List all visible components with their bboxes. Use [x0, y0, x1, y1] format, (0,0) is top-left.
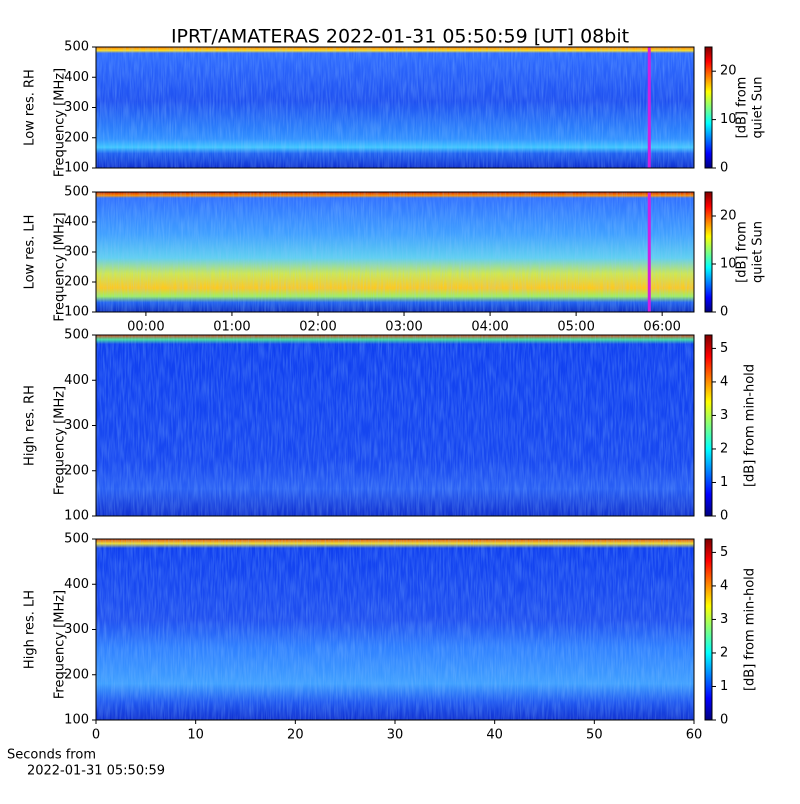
x-tick-label: 30 [387, 728, 404, 743]
y-tick-label: 400 [64, 373, 89, 388]
colorbar-tick-label: 3 [720, 612, 728, 627]
y-tick-label: 400 [64, 215, 89, 230]
x-tick-label: 50 [586, 728, 603, 743]
colorbar-label: [dB] from [735, 221, 750, 283]
colorbar-tick-label: 1 [720, 475, 728, 490]
x-tick-label: 00:00 [127, 320, 164, 335]
y-axis-label: High res. LH [23, 590, 38, 669]
x-tick-label: 10 [187, 728, 204, 743]
colorbar-tick-label: 3 [720, 408, 728, 423]
y-tick-label: 300 [64, 245, 89, 260]
y-tick-label: 500 [64, 532, 89, 547]
x-axis-label: 2022-01-31 05:50:59 [27, 764, 165, 779]
y-tick-label: 100 [64, 305, 89, 320]
chart-title: IPRT/AMATERAS 2022-01-31 05:50:59 [UT] 0… [171, 26, 629, 48]
colorbar-tick-label: 0 [720, 509, 728, 524]
colorbar-tick-label: 2 [720, 441, 728, 456]
x-tick-label: 03:00 [385, 320, 422, 335]
x-tick-label: 06:00 [643, 320, 680, 335]
y-axis-label: Frequency [MHz] [53, 590, 68, 699]
spectrogram-texture [96, 47, 694, 168]
colorbar-label: quiet Sun [751, 221, 766, 283]
x-tick-label: 40 [486, 728, 503, 743]
y-tick-label: 200 [64, 130, 89, 145]
y-tick-label: 200 [64, 463, 89, 478]
y-axis-label: Low res. RH [23, 69, 38, 146]
y-axis-label: High res. RH [23, 385, 38, 466]
y-tick-label: 500 [64, 40, 89, 55]
x-tick-label: 20 [287, 728, 304, 743]
colorbar-tick-label: 5 [720, 341, 728, 356]
y-tick-label: 400 [64, 70, 89, 85]
y-axis-label: Frequency [MHz] [53, 68, 68, 177]
y-axis-label: Low res. LH [23, 215, 38, 290]
spectrogram-texture [96, 335, 694, 516]
y-tick-label: 500 [64, 185, 89, 200]
y-tick-label: 500 [64, 328, 89, 343]
x-tick-label: 04:00 [471, 320, 508, 335]
colorbar [704, 191, 713, 313]
spectrogram-texture [96, 539, 694, 720]
y-tick-label: 100 [64, 509, 89, 524]
x-tick-label: 0 [92, 728, 100, 743]
spectrogram-texture [96, 192, 694, 312]
colorbar-tick-label: 10 [720, 112, 737, 127]
colorbar-tick-label: 0 [720, 161, 728, 176]
x-axis-label: Seconds from [7, 748, 96, 763]
y-tick-label: 200 [64, 275, 89, 290]
colorbar-tick-label: 0 [720, 713, 728, 728]
colorbar [704, 334, 713, 517]
colorbar-tick-label: 5 [720, 545, 728, 560]
x-tick-label: 02:00 [299, 320, 336, 335]
y-tick-label: 300 [64, 100, 89, 115]
colorbar-tick-label: 0 [720, 305, 728, 320]
y-tick-label: 300 [64, 622, 89, 637]
colorbar-label: [dB] from [735, 77, 750, 139]
y-tick-label: 400 [64, 577, 89, 592]
colorbar-tick-label: 2 [720, 645, 728, 660]
x-tick-label: 05:00 [557, 320, 594, 335]
colorbar [704, 538, 713, 721]
y-tick-label: 100 [64, 161, 89, 176]
y-axis-label: Frequency [MHz] [53, 212, 68, 321]
colorbar [704, 46, 713, 169]
colorbar-tick-label: 1 [720, 679, 728, 694]
y-tick-label: 200 [64, 667, 89, 682]
colorbar-tick-label: 10 [720, 257, 737, 272]
x-tick-label: 60 [686, 728, 703, 743]
colorbar-label: [dB] from min-hold [743, 568, 758, 691]
colorbar-tick-label: 20 [720, 209, 737, 224]
colorbar-label: [dB] from min-hold [743, 364, 758, 487]
y-axis-label: Frequency [MHz] [53, 386, 68, 495]
colorbar-tick-label: 4 [720, 578, 728, 593]
x-tick-label: 01:00 [213, 320, 250, 335]
colorbar-label: quiet Sun [751, 76, 766, 138]
colorbar-tick-label: 4 [720, 374, 728, 389]
y-tick-label: 100 [64, 713, 89, 728]
colorbar-tick-label: 20 [720, 64, 737, 79]
y-tick-label: 300 [64, 418, 89, 433]
